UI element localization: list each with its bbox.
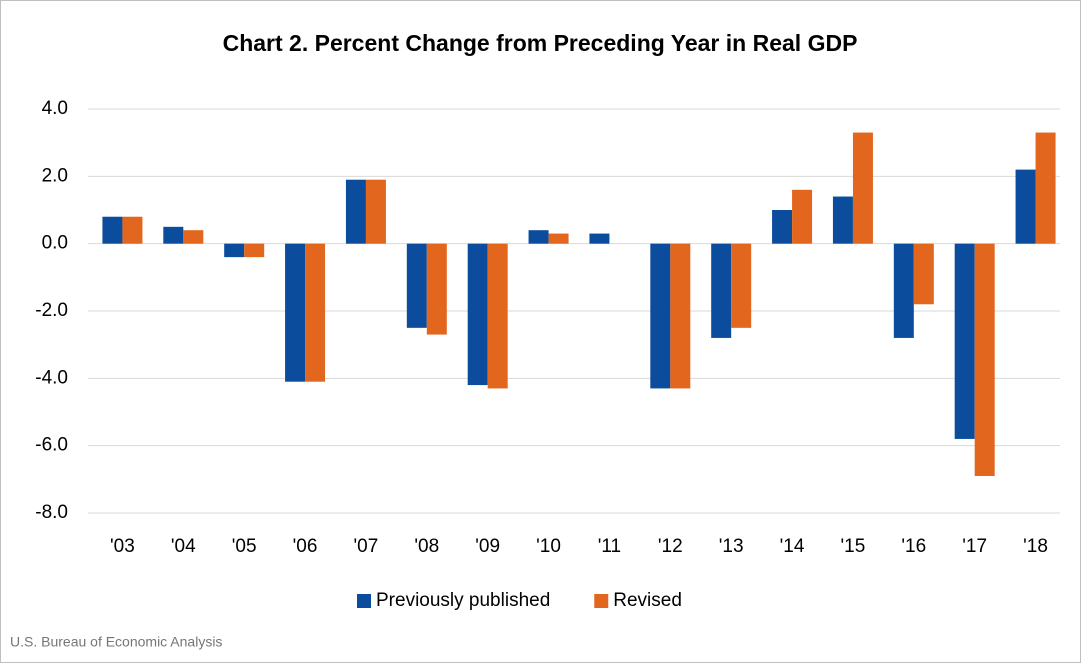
y-tick-label: 2.0 — [42, 165, 68, 186]
y-tick-label: -6.0 — [35, 435, 68, 456]
x-tick-label: '13 — [719, 536, 744, 557]
bar — [406, 243, 427, 328]
x-tick-label: '06 — [293, 536, 318, 557]
bar — [589, 233, 610, 244]
bar — [1035, 132, 1056, 244]
bar — [711, 243, 732, 338]
x-tick-label: '16 — [901, 536, 926, 557]
y-tick-label: 0.0 — [42, 233, 68, 254]
bar — [852, 132, 873, 244]
bar — [528, 230, 549, 244]
x-tick-label: '04 — [171, 536, 196, 557]
x-tick-label: '14 — [780, 536, 805, 557]
legend-label: Previously published — [376, 590, 550, 611]
x-tick-label: '18 — [1023, 536, 1048, 557]
y-tick-label: -2.0 — [35, 300, 68, 321]
bar — [467, 243, 488, 386]
bar — [792, 189, 813, 244]
bar — [548, 233, 569, 244]
x-tick-label: '10 — [536, 536, 561, 557]
bar — [224, 243, 245, 258]
x-tick-label: '07 — [354, 536, 379, 557]
y-tick-label: -8.0 — [35, 502, 68, 523]
x-tick-label: '17 — [962, 536, 987, 557]
bar — [365, 179, 386, 244]
x-tick-label: '03 — [110, 536, 135, 557]
bar — [244, 243, 265, 258]
bar — [426, 243, 447, 335]
legend-label: Revised — [613, 590, 682, 611]
bar — [772, 210, 793, 244]
bar — [731, 243, 752, 328]
y-tick-label: 4.0 — [42, 98, 68, 119]
x-tick-label: '11 — [598, 536, 621, 557]
bar — [163, 226, 184, 244]
chart-title: Chart 2. Percent Change from Preceding Y… — [223, 30, 858, 56]
bar — [974, 243, 995, 476]
bar — [650, 243, 671, 389]
bar — [305, 243, 326, 382]
legend-swatch — [357, 594, 371, 608]
bar — [913, 243, 934, 305]
bar — [670, 243, 691, 389]
x-tick-label: '12 — [658, 536, 683, 557]
x-tick-label: '09 — [475, 536, 500, 557]
bar — [832, 196, 853, 244]
bar — [345, 179, 366, 244]
x-tick-label: '08 — [414, 536, 439, 557]
bar — [954, 243, 975, 439]
y-tick-label: -4.0 — [35, 367, 68, 388]
bar — [102, 216, 123, 244]
x-tick-label: '05 — [232, 536, 257, 557]
bar — [183, 230, 204, 244]
bar — [487, 243, 508, 389]
x-tick-label: '15 — [841, 536, 866, 557]
bar — [285, 243, 306, 382]
source-note: U.S. Bureau of Economic Analysis — [10, 634, 222, 650]
bar — [893, 243, 914, 338]
legend-swatch — [594, 594, 609, 608]
bar — [1015, 169, 1036, 244]
bar — [122, 216, 143, 244]
